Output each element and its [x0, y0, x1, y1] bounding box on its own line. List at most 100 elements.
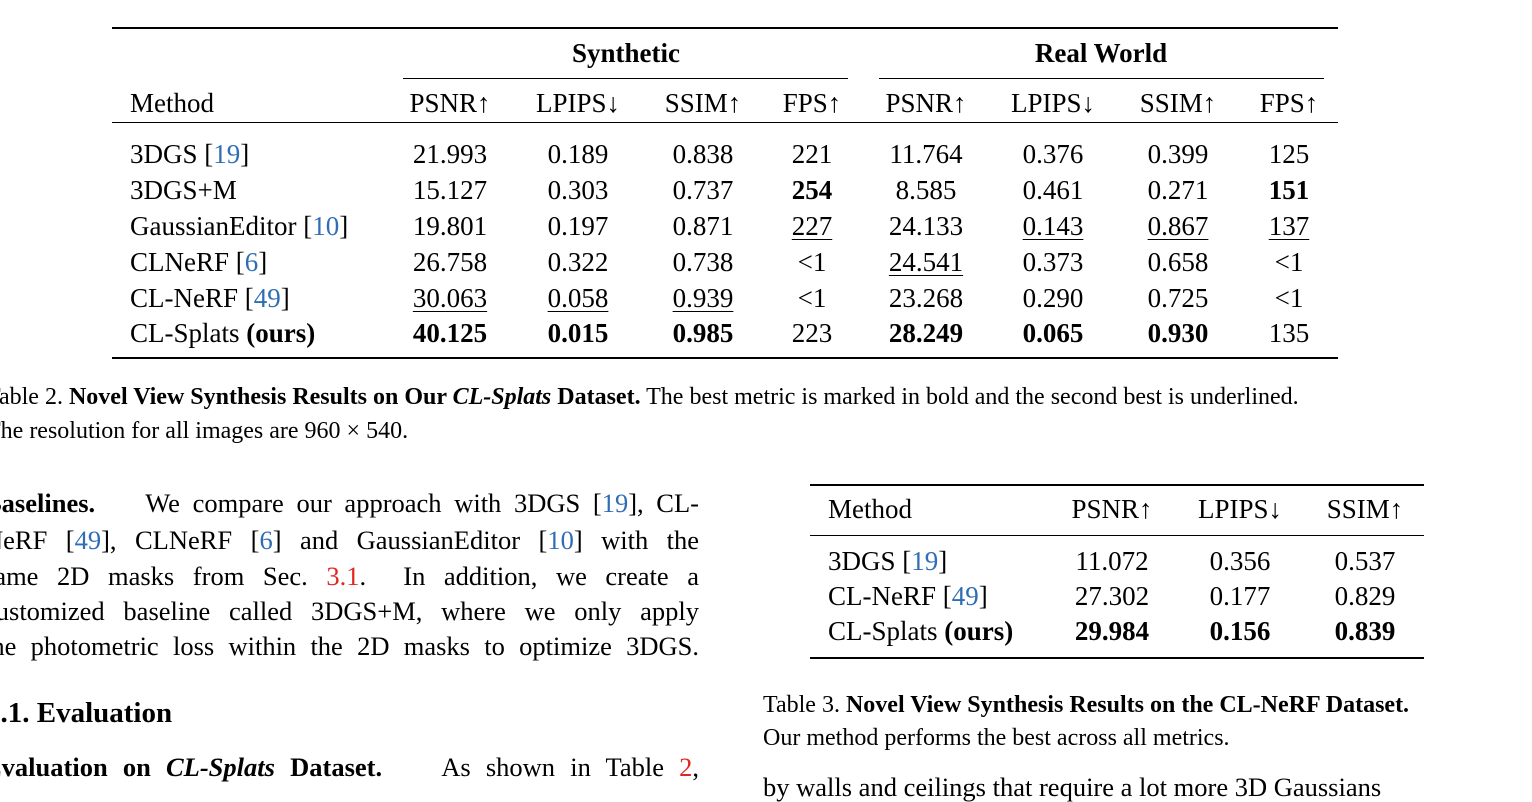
table-cell: 0.065 [1023, 318, 1084, 348]
table-cell: 0.867 [1148, 211, 1209, 241]
text-run: 0.373 [1022, 247, 1084, 277]
text-run: 3DGS [ [130, 139, 214, 169]
text-run: <1 [1274, 283, 1304, 313]
cite-text: 10 [312, 211, 340, 241]
table-cell: 0.356 [1210, 546, 1271, 576]
text-run: 0.838 [672, 139, 734, 169]
caption-line: Table 2. Novel View Synthesis Results on… [0, 382, 1299, 412]
table-cell: 40.125 [413, 318, 487, 348]
caption-line: The resolution for all images are 960 × … [0, 416, 408, 446]
text-run: 26.758 [412, 247, 488, 277]
rule [403, 78, 848, 79]
table-cell: 0.871 [673, 211, 734, 241]
table-cell: 0.177 [1210, 581, 1271, 611]
text-run: 0.829 [1334, 581, 1396, 611]
table-cell: 24.133 [889, 211, 963, 241]
text-run: <1 [797, 247, 827, 277]
underline-text: 0.058 [547, 283, 609, 313]
table-cell: 0.322 [548, 247, 609, 277]
text-run: 0.725 [1147, 283, 1209, 313]
method-cell: 3DGS [19] [130, 139, 249, 169]
page: { "table2": { "group_headers": ["Synthet… [0, 27, 1424, 802]
text-run: the photometric loss within the 2D masks… [0, 631, 699, 661]
column-header: PSNR↑ [885, 88, 967, 118]
method-cell: CL-Splats (ours) [130, 318, 315, 348]
rule [810, 484, 1424, 486]
text-run: 223 [791, 318, 833, 348]
table-cell: 21.993 [413, 139, 487, 169]
table-cell: 0.461 [1023, 175, 1084, 205]
table-cell: 221 [792, 139, 833, 169]
text-run: 0.871 [672, 211, 734, 241]
paragraph-line: customized baseline called 3DGS+M, where… [0, 596, 699, 626]
column-header: SSIM↑ [1326, 494, 1404, 524]
section-heading: 4.1. Evaluation [0, 697, 173, 729]
bold-text: Novel View Synthesis Results on Our [68, 384, 453, 410]
text-run: As shown in Table [382, 752, 680, 782]
table-cell: 19.801 [413, 211, 487, 241]
bold-text: (ours) [246, 318, 316, 348]
table-cell: 28.249 [889, 318, 963, 348]
group-header: Real World [1034, 38, 1168, 68]
table-cell: 0.373 [1023, 247, 1084, 277]
text-run: ], CL- [628, 488, 699, 518]
column-header: Method [130, 88, 214, 118]
bold-text: Dataset. [274, 752, 383, 782]
text-run: CL-NeRF [ [828, 581, 952, 611]
text-run: CL-NeRF [ [130, 283, 254, 313]
text-run: 0.303 [547, 175, 609, 205]
text-run: 0.290 [1022, 283, 1084, 313]
text-run: , [692, 752, 699, 782]
text-run: 11.072 [1075, 546, 1149, 576]
paragraph-line: the photometric loss within the 2D masks… [0, 631, 699, 661]
text-run: 0.322 [547, 247, 609, 277]
table-cell: 0.189 [548, 139, 609, 169]
text-run: Our method performs the best across all … [763, 725, 1230, 751]
column-header: LPIPS↓ [535, 88, 621, 118]
table-cell: 137 [1269, 211, 1310, 241]
text-run: 0.197 [547, 211, 609, 241]
table-cell: 151 [1269, 175, 1310, 205]
bold-text: Dataset. [551, 384, 641, 410]
method-cell: CLNeRF [6] [130, 247, 267, 277]
underline-text: 0.143 [1022, 211, 1084, 241]
column-header: PSNR↑ [409, 88, 491, 118]
caption-line: Table 3. Novel View Synthesis Results on… [763, 690, 1409, 720]
table-cell: 0.930 [1148, 318, 1209, 348]
text-run: 0.271 [1147, 175, 1209, 205]
underline-text: 227 [791, 211, 833, 241]
table-cell: 0.738 [673, 247, 734, 277]
text-run: CL-Splats [828, 616, 945, 646]
cite-text: 49 [253, 283, 281, 313]
caption-line: Our method performs the best across all … [763, 723, 1230, 753]
method-cell: 3DGS+M [130, 175, 237, 205]
column-header: LPIPS↓ [1197, 494, 1283, 524]
table-cell: 24.541 [889, 247, 963, 277]
cite-text: 10 [547, 525, 574, 555]
text-run: Table 2. [0, 384, 63, 410]
cite-text: 6 [259, 525, 273, 555]
underline-text: 0.939 [672, 283, 734, 313]
text-run: 21.993 [412, 139, 488, 169]
cite-text: 19 [601, 488, 629, 518]
text-run: 3DGS [ [828, 546, 912, 576]
table-cell: 0.829 [1335, 581, 1396, 611]
text-run: We compare our approach with 3DGS [ [95, 488, 602, 518]
rule [810, 657, 1424, 659]
bold-text: Novel View Synthesis Results on the CL-N… [845, 692, 1410, 718]
text-run: NeRF [ [0, 525, 75, 555]
table-cell: 26.758 [413, 247, 487, 277]
table-cell: 0.839 [1335, 616, 1396, 646]
ref-text: 3.1 [326, 561, 360, 591]
text-run: ] [978, 581, 988, 611]
table-cell: 11.072 [1075, 546, 1148, 576]
text-run: 125 [1268, 139, 1310, 169]
rule [112, 357, 1338, 359]
column-header: FPS↑ [1259, 88, 1319, 118]
table-cell: 27.302 [1075, 581, 1149, 611]
column-header: Method [828, 494, 912, 524]
table-cell: 0.737 [673, 175, 734, 205]
table-cell: 254 [792, 175, 833, 205]
bold-text: 40.125 [412, 318, 488, 348]
bold-text: 0.156 [1209, 616, 1271, 646]
